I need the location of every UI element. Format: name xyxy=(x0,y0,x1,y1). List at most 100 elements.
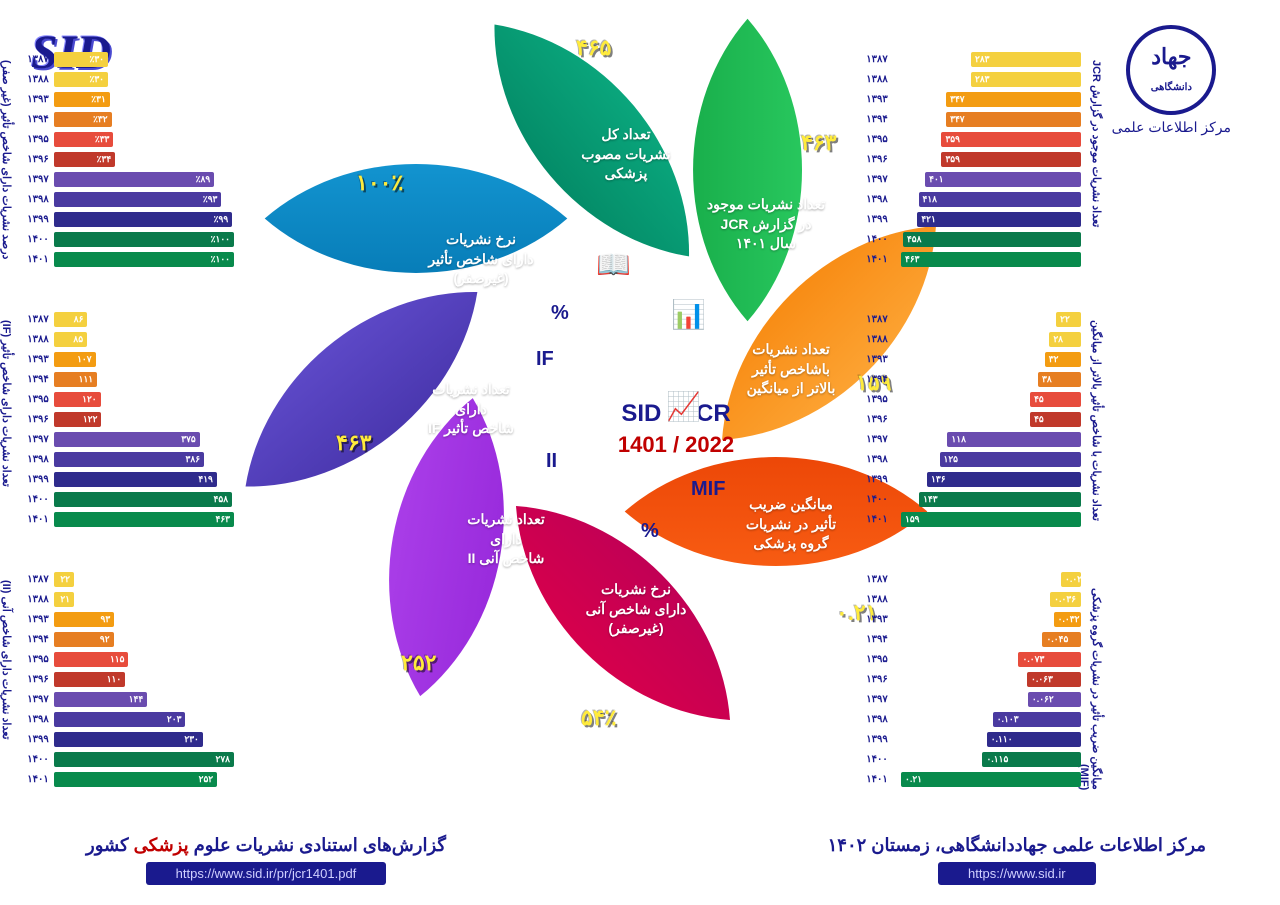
chart-year: ۱۳۹۴ xyxy=(16,374,48,385)
chart-bar: ۲۰۳ xyxy=(48,712,179,727)
chart-row: ۱۳۹۶۴۵ xyxy=(855,410,1075,429)
chart-bar: ۰.۱۱۵ xyxy=(976,752,1075,767)
footer-main-url: https://www.sid.ir xyxy=(932,862,1090,885)
petal-label-red: میانگین ضریبتأثیر در نشریاتگروه پزشکی xyxy=(725,495,845,554)
chart-bar: ۳۸۶ xyxy=(48,452,198,467)
chart-row: ۱۳۹۶ ۰.۰۶۳ xyxy=(855,670,1075,689)
book-icon: 📖 xyxy=(590,248,625,281)
chart-title: درصد نشریات دارای شاخص تأثیر (غیر صفر) xyxy=(0,60,7,259)
chart-bar: ۱۳۶ xyxy=(921,472,1075,487)
bar-chart-icon: 📊 xyxy=(665,298,700,331)
chart-row: ۱۳۹۳۰.۰۳۲ xyxy=(855,610,1075,629)
chart-row: ۱۳۹۸ ۱۲۵ xyxy=(855,450,1075,469)
jahad-seal-sub: دانشگاهی xyxy=(1145,82,1186,93)
chart-year: ۱۳۹۸ xyxy=(855,194,887,205)
chart-bar: ٪۳۰ xyxy=(48,52,102,67)
chart-row: ٪۳۱۱۳۹۳ xyxy=(16,90,236,109)
chart-row: ٪۳۰۱۳۸۸ xyxy=(16,70,236,89)
chart-row: ۲۱۱۳۸۸ xyxy=(16,590,236,609)
chart-bar: ٪۳۰ xyxy=(48,72,102,87)
chart-row: ٪۳۳۱۳۹۵ xyxy=(16,130,236,149)
chart-row: ۱۳۸۷۲۸۳ xyxy=(855,50,1075,69)
chart-bar: ۴۶۳ xyxy=(895,252,1075,267)
chart-year: ۱۳۸۸ xyxy=(855,594,887,605)
chart-year: ۱۳۸۸ xyxy=(16,594,48,605)
jahad-logo: جهاد دانشگاهی مرکز اطلاعات علمی xyxy=(1106,25,1225,136)
jahad-seal-text: جهاد xyxy=(1145,44,1185,69)
chart-bar: ۴۶۳ xyxy=(48,512,228,527)
chart-bar: ۰.۰۴۵ xyxy=(1036,632,1075,647)
chart-year: ۱۳۹۸ xyxy=(855,454,887,465)
chart-bar: ۱۱۵ xyxy=(48,652,122,667)
chart-row: ۱۴۰۰۱۴۳ xyxy=(855,490,1075,509)
chart-row: ۱۴۰۱۰.۲۱ xyxy=(855,770,1075,789)
chart-year: ۱۳۸۷ xyxy=(16,54,48,65)
chart-bar: ۲۵۲ xyxy=(48,772,211,787)
chart-bar: ۰.۲۱ xyxy=(895,772,1075,787)
petal-value-blue: ۴۶۳ xyxy=(330,430,365,456)
chart-bar: ۱۵۹ xyxy=(895,512,1075,527)
petal-value-orange1: ۴۶۳ xyxy=(795,130,830,156)
trend-up-icon: 📈 xyxy=(660,390,695,423)
chart-title: تعداد نشریات دارای شاخص آنی (II) xyxy=(0,580,7,740)
chart-bar: ۱۲۲ xyxy=(48,412,95,427)
chart-year: ۱۴۰۱ xyxy=(16,514,48,525)
chart-row: ۱۳۸۸۰.۰۳۶ xyxy=(855,590,1075,609)
footer-left: گزارش‌های استنادی نشریات علوم پزشکی کشور… xyxy=(80,835,440,885)
petal-badge-MIF: MIF xyxy=(685,478,719,501)
chart-bar: ۱۲۵ xyxy=(934,452,1076,467)
chart-row: ۳۷۵۱۳۹۷ xyxy=(16,430,236,449)
chart-bar: ۲۲ xyxy=(48,572,68,587)
chart-year: ۱۳۹۹ xyxy=(855,734,887,745)
chart-bar: ۴۲۱ xyxy=(911,212,1075,227)
chart-year: ۱۳۹۵ xyxy=(855,134,887,145)
chart-bar: ۴۰۱ xyxy=(919,172,1075,187)
chart-above-mean: تعداد نشریات با شاخص تأثیر بالاتر از میا… xyxy=(855,310,1075,530)
chart-year: ۱۳۸۷ xyxy=(16,574,48,585)
chart-bar: ۴۱۹ xyxy=(48,472,211,487)
chart-bar: ۴۵۸ xyxy=(897,232,1075,247)
chart-bar: ٪۹۹ xyxy=(48,212,226,227)
chart-year: ۱۳۹۷ xyxy=(16,174,48,185)
chart-row: ۱۲۲۱۳۹۶ xyxy=(16,410,236,429)
chart-year: ۱۳۹۴ xyxy=(16,634,48,645)
chart-bar: ۳۴۷ xyxy=(940,112,1075,127)
chart-year: ۱۳۹۷ xyxy=(855,174,887,185)
chart-year: ۱۳۹۹ xyxy=(855,474,887,485)
chart-year: ۱۳۹۴ xyxy=(855,374,887,385)
chart-row: ٪۳۲۱۳۹۴ xyxy=(16,110,236,129)
petal-badge-IF: IF xyxy=(530,348,548,371)
chart-row: ۱۳۹۴۳۸ xyxy=(855,370,1075,389)
chart-bar: ۲۸۳ xyxy=(965,52,1075,67)
chart-row: ۲۰۳۱۳۹۸ xyxy=(16,710,236,729)
chart-bar: ۰.۰۳۲ xyxy=(1048,612,1075,627)
chart-year: ۱۳۸۸ xyxy=(16,74,48,85)
chart-bar: ۳۲ xyxy=(1039,352,1075,367)
chart-year: ۱۳۹۶ xyxy=(855,674,887,685)
chart-year: ۱۳۹۹ xyxy=(855,214,887,225)
petal-label-blue: تعداد نشریاتدارایشاخص تأثیر IF xyxy=(405,380,525,439)
chart-bar: ٪۹۳ xyxy=(48,192,215,207)
chart-if-count: تعداد نشریات دارای شاخص تأثیر (IF)۸۶۱۳۸۷… xyxy=(16,310,236,530)
chart-year: ۱۳۹۳ xyxy=(16,354,48,365)
chart-year: ۱۳۹۹ xyxy=(16,734,48,745)
chart-mif: میانگین ضریب تأثیر در نشریات گروه پزشکی … xyxy=(855,570,1075,790)
chart-bar: ۱۲۰ xyxy=(48,392,95,407)
chart-bar: ٪۱۰۰ xyxy=(48,232,228,247)
chart-row: ۱۴۰۱۴۶۳ xyxy=(855,250,1075,269)
chart-title: تعداد نشریات دارای شاخص تأثیر (IF) xyxy=(0,320,7,487)
chart-title: تعداد نشریات موجود در گزارش JCR xyxy=(1084,60,1097,227)
chart-row: ۱۳۹۴۳۴۷ xyxy=(855,110,1075,129)
chart-row: ۱۴۰۰۰.۱۱۵ xyxy=(855,750,1075,769)
chart-year: ۱۳۹۵ xyxy=(855,394,887,405)
chart-year: ۱۳۹۵ xyxy=(16,654,48,665)
chart-year: ۱۳۹۴ xyxy=(16,114,48,125)
petal-label-green2: نرخ نشریاتدارای شاخص تأثیر(غیرصفر) xyxy=(415,230,535,289)
chart-bar: ۰.۰۶۳ xyxy=(1021,672,1075,687)
chart-jcr-count: تعداد نشریات موجود در گزارش JCR۱۳۸۷۲۸۳۱۳… xyxy=(855,50,1075,270)
petal-badge-%: % xyxy=(545,302,563,325)
chart-row: ۱۳۹۹ ۱۳۶ xyxy=(855,470,1075,489)
chart-row: ۱۴۴۱۳۹۷ xyxy=(16,690,236,709)
chart-year: ۱۳۹۳ xyxy=(16,614,48,625)
chart-row: ۱۳۹۳۳۲ xyxy=(855,350,1075,369)
